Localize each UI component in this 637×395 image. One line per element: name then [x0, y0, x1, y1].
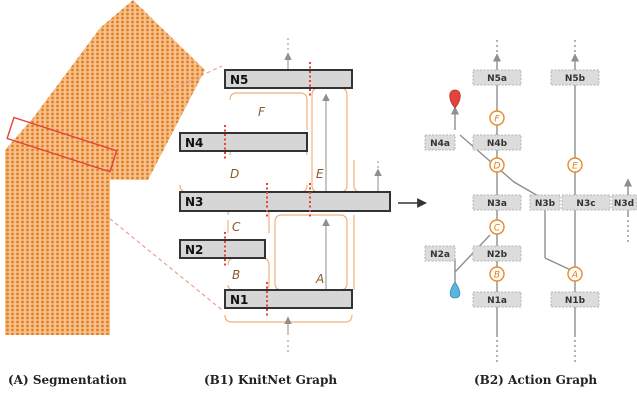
- knitnet-node-N1: [224, 289, 353, 309]
- knitnet-label-N3: N3: [185, 195, 203, 209]
- action-face-E: E: [572, 162, 578, 172]
- caption-knitnet-graph: (B1) KnitNet Graph: [204, 373, 337, 387]
- knitnet-face-A: A: [315, 272, 324, 286]
- action-label-N3a: N3a: [487, 199, 507, 209]
- highlight-region: [6, 116, 118, 173]
- knitnet-label-N1: N1: [230, 293, 248, 307]
- knitnet-face-B: B: [232, 268, 240, 282]
- zoom-guide-bottom: [49, 169, 223, 311]
- action-node-N1b: [550, 291, 600, 308]
- action-face-circle-F: [489, 110, 505, 126]
- knitnet-node-N4: [179, 132, 308, 152]
- zoom-guide-top: [104, 65, 223, 121]
- action-node-N2a: [424, 245, 456, 262]
- segmentation-panel: [5, 0, 223, 335]
- action-label-N4a: N4a: [430, 139, 450, 149]
- action-label-N1b: N1b: [565, 296, 586, 306]
- knitnet-node-N2: [179, 239, 266, 259]
- action-graph-panel: N5a N5b N4a N4b N3a N3b N3c N3d N2a N2b …: [424, 40, 637, 362]
- action-node-N2b: [472, 245, 522, 262]
- knit-fabric-upper: [5, 0, 205, 180]
- action-label-N2a: N2a: [430, 250, 450, 260]
- knitnet-label-N5: N5: [230, 73, 248, 87]
- action-node-N1a: [472, 291, 522, 308]
- knitnet-node-N3: [179, 191, 391, 212]
- action-face-A: A: [571, 271, 578, 281]
- knitnet-panel: N5 N4 N3 N2 N1 F D E C B A: [179, 38, 391, 355]
- action-label-N3b: N3b: [535, 199, 556, 209]
- action-face-C: C: [494, 224, 501, 234]
- action-node-N3c: [561, 194, 611, 211]
- action-face-circle-A: [567, 266, 583, 282]
- action-node-N5a: [472, 69, 522, 86]
- action-node-N4a: [424, 134, 456, 151]
- knit-fabric-lower: [5, 168, 110, 335]
- action-face-circle-E: [567, 157, 583, 173]
- action-label-N2b: N2b: [487, 250, 508, 260]
- face-outline-A: [274, 214, 348, 291]
- action-link-D-N4a: [459, 134, 546, 201]
- action-node-N3a: [472, 194, 522, 211]
- knitnet-face-C: C: [232, 220, 241, 234]
- knitnet-node-N5: [224, 69, 353, 89]
- action-node-N5b: [550, 69, 600, 86]
- end-marker-red-pin-icon: [449, 89, 461, 109]
- knitnet-face-D: D: [230, 167, 239, 181]
- face-outline-right: [353, 160, 375, 290]
- action-face-D: D: [494, 162, 501, 172]
- action-link-N2a-C: [454, 234, 491, 273]
- action-face-circle-B: [489, 266, 505, 282]
- action-node-N3b: [529, 194, 561, 211]
- action-label-N1a: N1a: [487, 296, 507, 306]
- action-label-N3c: N3c: [576, 199, 595, 209]
- face-outline-D: [179, 184, 308, 193]
- action-label-N3d: N3d: [614, 199, 634, 209]
- caption-action-graph: (B2) Action Graph: [474, 373, 597, 387]
- action-label-N5a: N5a: [487, 74, 507, 84]
- action-face-B: B: [494, 271, 500, 281]
- knitnet-face-F: F: [258, 105, 266, 119]
- knitnet-label-N2: N2: [185, 243, 203, 257]
- start-marker-blue-drop-icon: [449, 281, 461, 299]
- action-label-N5b: N5b: [565, 74, 586, 84]
- action-face-circle-D: [489, 157, 505, 173]
- action-face-F: F: [494, 115, 500, 125]
- action-node-N4b: [472, 134, 522, 151]
- action-node-N3d: [611, 194, 637, 211]
- knitnet-label-N4: N4: [185, 136, 203, 150]
- knitnet-face-E: E: [316, 167, 324, 181]
- action-label-N4b: N4b: [487, 139, 508, 149]
- action-face-circle-C: [489, 219, 505, 235]
- caption-segmentation: (A) Segmentation: [8, 373, 127, 387]
